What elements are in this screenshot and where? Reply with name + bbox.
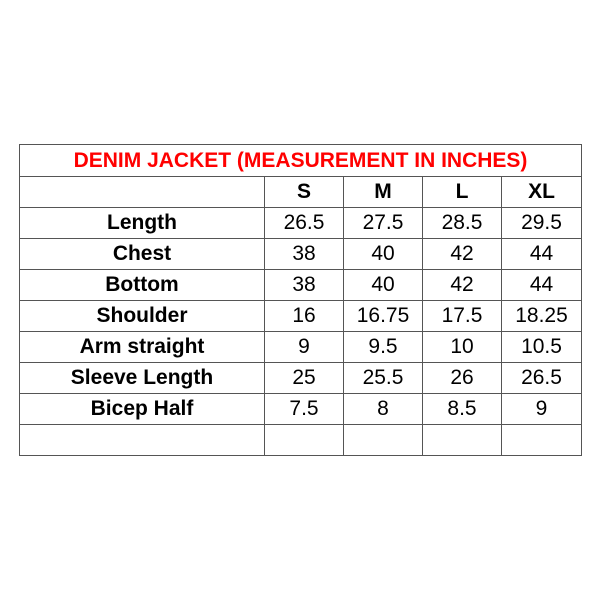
- measurement-value: 26.5: [264, 207, 344, 239]
- measurement-value: 26.5: [500, 362, 583, 394]
- measurement-value: 44: [500, 238, 583, 270]
- empty-cell: [500, 424, 583, 456]
- size-header: S: [264, 176, 344, 208]
- measurement-label: Length: [19, 207, 265, 239]
- measurement-value: 8: [343, 393, 423, 425]
- table-row: Sleeve Length 25 25.5 26 26.5: [19, 362, 583, 394]
- table-row: Shoulder 16 16.75 17.5 18.25: [19, 300, 583, 332]
- measurement-label: Bicep Half: [19, 393, 265, 425]
- size-header: M: [343, 176, 423, 208]
- size-header: L: [422, 176, 502, 208]
- measurement-value: 16: [264, 300, 344, 332]
- title-row: DENIM JACKET (MEASUREMENT IN INCHES): [18, 144, 583, 177]
- measurement-label: Sleeve Length: [19, 362, 265, 394]
- measurement-value: 9: [500, 393, 583, 425]
- table-row: Bicep Half 7.5 8 8.5 9: [19, 393, 583, 425]
- measurement-label: Bottom: [19, 269, 265, 301]
- measurement-value: 38: [264, 238, 344, 270]
- table-row: Chest 38 40 42 44: [19, 238, 583, 270]
- measurement-label: Arm straight: [19, 331, 265, 363]
- measurement-value: 42: [422, 238, 502, 270]
- table-title: DENIM JACKET (MEASUREMENT IN INCHES): [18, 144, 583, 177]
- empty-row: [19, 424, 583, 456]
- measurement-value: 25.5: [343, 362, 423, 394]
- measurement-value: 16.75: [343, 300, 423, 332]
- measurement-value: 7.5: [264, 393, 344, 425]
- measurement-value: 18.25: [500, 300, 583, 332]
- empty-header-cell: [19, 176, 265, 208]
- empty-cell: [422, 424, 502, 456]
- empty-cell: [343, 424, 423, 456]
- table-row: Length 26.5 27.5 28.5 29.5: [19, 207, 583, 239]
- size-chart-table: DENIM JACKET (MEASUREMENT IN INCHES) S M…: [18, 144, 583, 456]
- measurement-value: 27.5: [343, 207, 423, 239]
- empty-cell: [19, 424, 265, 456]
- measurement-value: 25: [264, 362, 344, 394]
- measurement-label: Shoulder: [19, 300, 265, 332]
- measurement-value: 28.5: [422, 207, 502, 239]
- measurement-value: 9.5: [343, 331, 423, 363]
- empty-cell: [264, 424, 344, 456]
- measurement-value: 9: [264, 331, 344, 363]
- measurement-value: 8.5: [422, 393, 502, 425]
- table-row: Bottom 38 40 42 44: [19, 269, 583, 301]
- measurement-value: 26: [422, 362, 502, 394]
- measurement-value: 38: [264, 269, 344, 301]
- measurement-label: Chest: [19, 238, 265, 270]
- measurement-value: 44: [500, 269, 583, 301]
- measurement-value: 17.5: [422, 300, 502, 332]
- measurement-value: 29.5: [500, 207, 583, 239]
- measurement-value: 40: [343, 238, 423, 270]
- header-row: S M L XL: [19, 176, 583, 208]
- measurement-value: 40: [343, 269, 423, 301]
- measurement-value: 42: [422, 269, 502, 301]
- table-row: Arm straight 9 9.5 10 10.5: [19, 331, 583, 363]
- measurement-value: 10.5: [500, 331, 583, 363]
- measurement-value: 10: [422, 331, 502, 363]
- size-header: XL: [500, 176, 583, 208]
